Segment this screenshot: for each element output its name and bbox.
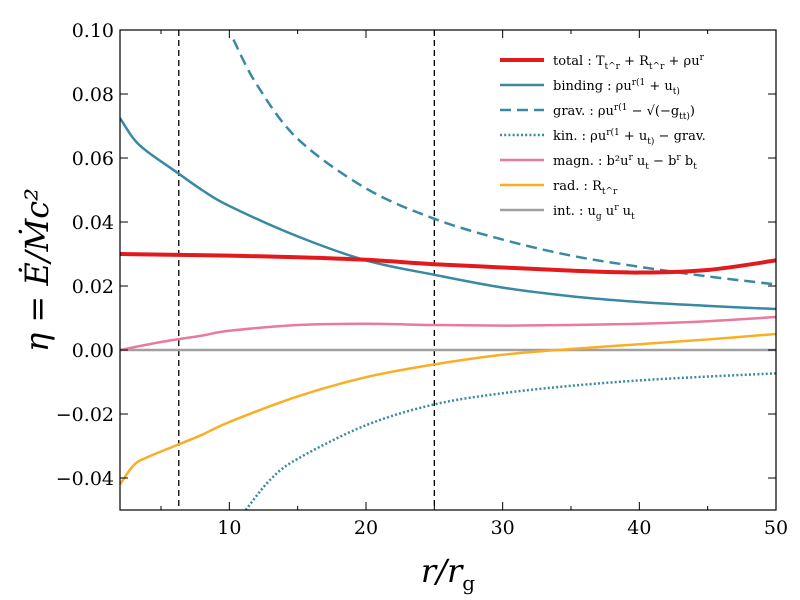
- series-line: [120, 252, 776, 275]
- y-tick-label: 0.10: [72, 20, 114, 42]
- legend-label: kin. : ρur(1 + ut) − grav.: [553, 127, 706, 147]
- series-line: [232, 39, 776, 286]
- x-tick-label: 40: [627, 517, 651, 539]
- x-tick-label: 10: [217, 517, 241, 539]
- legend-label: total : Tt^r + Rt^r + ρur: [553, 53, 705, 72]
- y-tick-label: −0.02: [56, 404, 114, 426]
- legend-label: grav. : ρur(1 − √(−gtt)): [553, 102, 695, 122]
- x-tick-label: 30: [491, 517, 515, 539]
- y-tick-label: 0.02: [72, 276, 114, 298]
- y-tick-label: −0.04: [56, 468, 114, 490]
- y-tick-label: 0.08: [72, 84, 114, 106]
- legend-label: int. : ug ur ut: [553, 203, 635, 222]
- legend: total : Tt^r + Rt^r + ρur binding : ρur(1…: [500, 53, 706, 222]
- y-tick-label: 0.00: [72, 340, 114, 362]
- y-axis-label: η = Ė/Ṁc²: [18, 188, 56, 352]
- y-tick-label: 0.04: [72, 212, 114, 234]
- legend-label: binding : ρur(1 + ut): [553, 77, 680, 97]
- plot-area: 10 20 30 40 50 −0.04 −0.02 0.00 0.02 0.04 0.06 0.08…: [56, 20, 788, 539]
- legend-label: rad. : Rt^r: [553, 179, 618, 197]
- x-tick-label: 20: [354, 517, 378, 539]
- series-line: [120, 332, 776, 486]
- y-tick-label: 0.06: [72, 148, 114, 170]
- x-axis-label: r/rg: [421, 552, 475, 595]
- series-group: [120, 39, 776, 510]
- series-line: [120, 117, 776, 311]
- series-line: [120, 315, 776, 352]
- legend-label: magn. : b²ur ut − br bt: [553, 153, 697, 172]
- x-tick-label: 50: [764, 517, 788, 539]
- plot-frame: [119, 29, 777, 511]
- series-line: [244, 372, 776, 510]
